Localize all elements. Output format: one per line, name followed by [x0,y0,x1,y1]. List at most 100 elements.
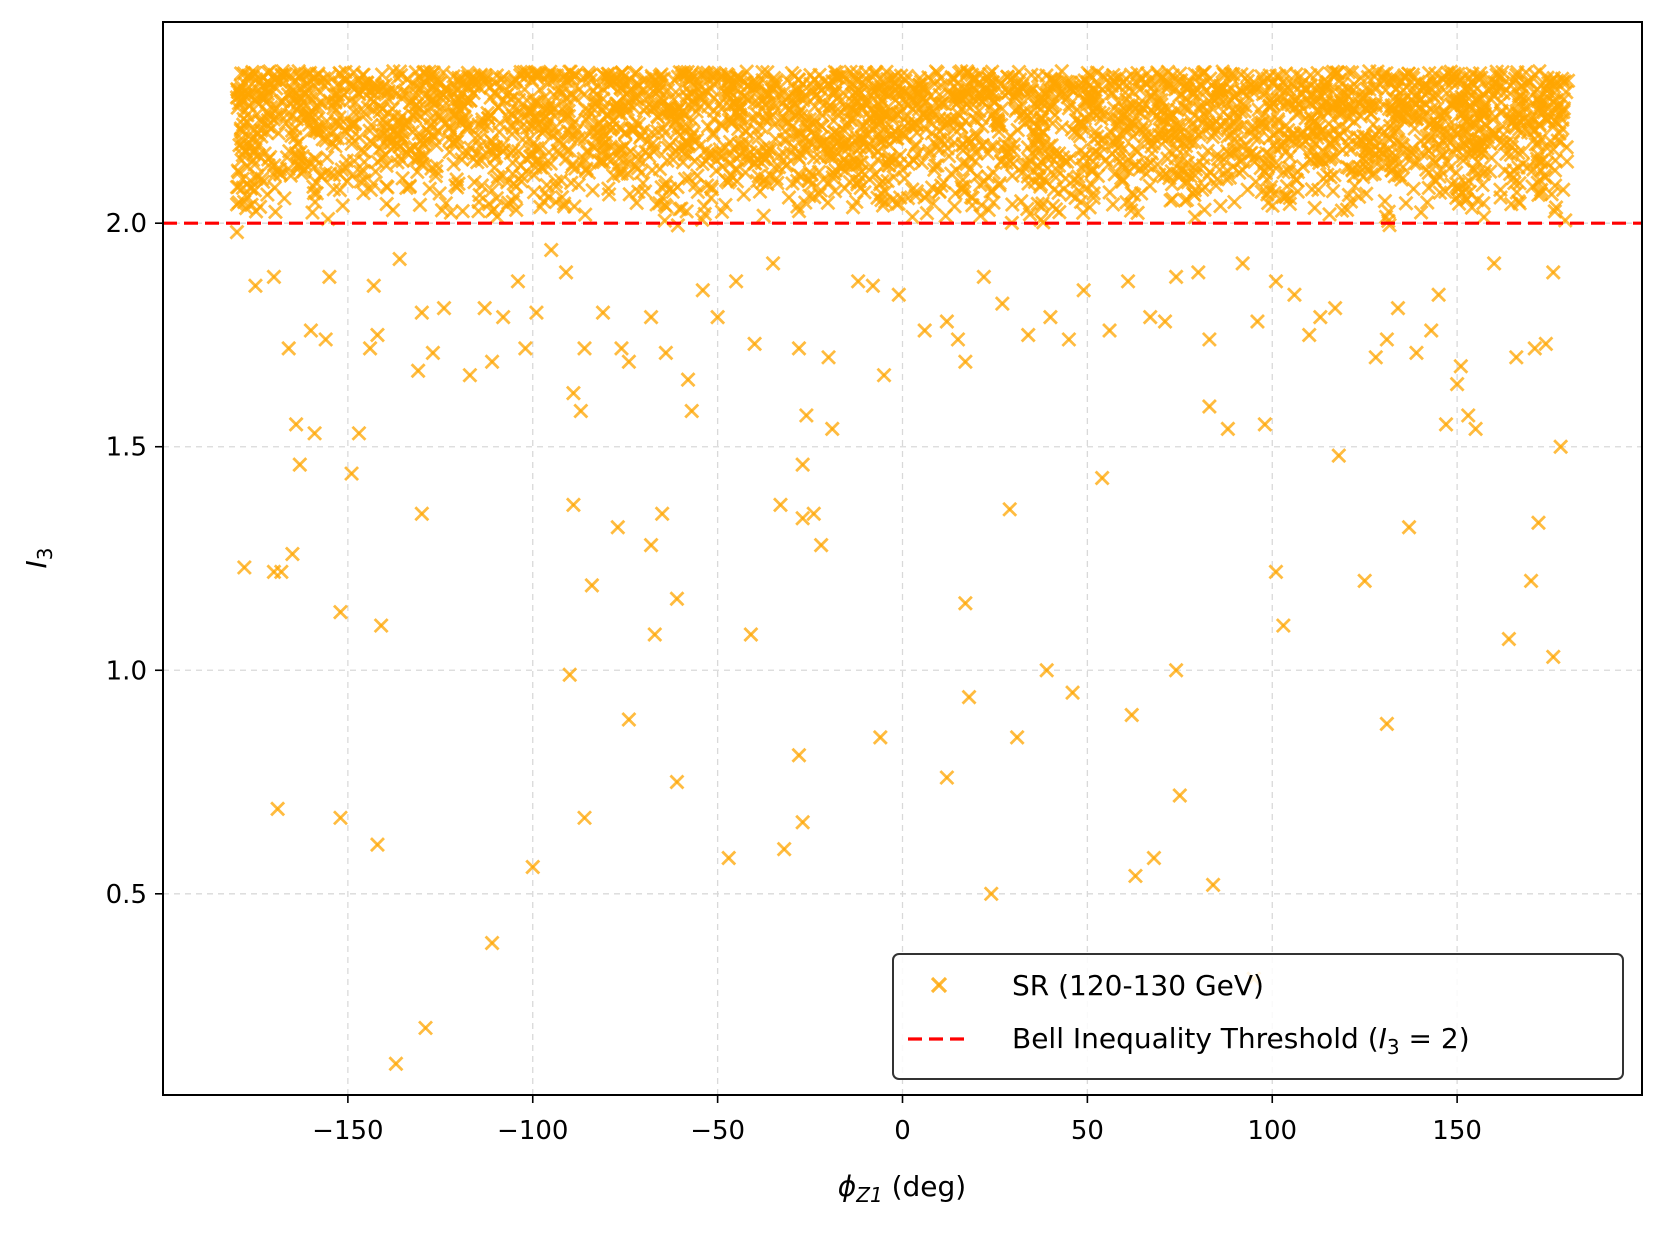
scatter-point [418,1020,434,1036]
scatter-point [1125,84,1141,100]
scatter-point [1145,105,1161,121]
scatter-point [1533,153,1549,169]
scatter-point [873,192,889,208]
scatter-point [608,96,624,112]
scatter-point [479,118,495,134]
scatter-point [1519,74,1535,90]
scatter-point [577,810,593,826]
scatter-point [720,174,736,190]
scatter-point [839,156,855,172]
scatter-point [1259,85,1275,101]
scatter-point [939,770,955,786]
scatter-point [1341,187,1357,203]
scatter-point [1159,125,1175,141]
scatter-point [1486,255,1502,271]
scatter-point [644,70,660,86]
scatter-point [406,152,422,168]
scatter-point [847,69,863,85]
axis-ticks: −150 −100 −50 0 50 100 150 0.5 1.0 1.5 2.0 [106,209,1482,1146]
scatter-point [378,178,394,194]
scatter-point [752,184,768,200]
scatter-point [1419,194,1435,210]
x-tick-label: −150 [312,1116,383,1146]
scatter-point [436,300,452,316]
scatter-point [460,145,476,161]
scatter-point [1325,183,1341,199]
scatter-point [1505,170,1521,186]
scatter-point [699,177,715,193]
scatter-point [677,171,693,187]
scatter-point [1169,141,1185,157]
scatter-point [1327,300,1343,316]
scatter-point [1429,100,1445,116]
scatter-point [489,190,505,206]
scatter-point [904,182,920,198]
scatter-point [1346,114,1362,130]
scatter-point [492,115,508,131]
scatter-point [484,935,500,951]
scatter-point [542,64,558,80]
scatter-point [1546,79,1562,95]
scatter-point [919,205,935,221]
scatter-point [313,167,329,183]
scatter-point [878,64,894,80]
scatter-point [1119,92,1135,108]
scatter-point [1282,190,1298,206]
scatter-point [859,128,875,144]
scatter-point [306,185,322,201]
scatter-point [757,111,773,127]
scatter-point [685,112,701,128]
scatter-point [573,403,589,419]
scatter-point [1496,85,1512,101]
scatter-point [860,139,876,155]
scatter-point [1545,649,1561,665]
scatter-point [821,349,837,365]
scatter-point [259,74,275,90]
scatter-point [892,147,908,163]
scatter-point [377,147,393,163]
scatter-point [303,322,319,338]
scatter-point [344,168,360,184]
scatter-point [1304,181,1320,197]
scatter-point [1459,192,1475,208]
scatter-point [976,269,992,285]
scatter-point [369,327,385,343]
scatter-point [643,537,659,553]
scatter-point [1090,168,1106,184]
scatter-point [814,107,830,123]
scatter-point [1051,204,1067,220]
scatter-point [433,112,449,128]
scatter-point [732,70,748,86]
scatter-point [776,132,792,148]
scatter-point [765,255,781,271]
scatter-point [919,109,935,125]
scatter-point [865,278,881,294]
scatter-point [281,340,297,356]
scatter-point [669,774,685,790]
scatter-point [1187,157,1203,173]
scatter-point [1449,92,1465,108]
scatter-point [584,577,600,593]
scatter-point [636,103,652,119]
scatter-point [780,113,796,129]
scatter-point [1341,160,1357,176]
scatter-point [1027,174,1043,190]
scatter-point [432,186,448,201]
scatter-point [1469,104,1485,120]
scatter-point [975,137,991,153]
x-tick-label: −100 [497,1116,568,1146]
x-axis-label-suffix: (deg) [883,1170,967,1203]
scatter-point [1403,92,1419,108]
scatter-point [1295,158,1311,174]
scatter-point [797,195,813,211]
scatter-point [756,208,772,224]
scatter-point [1256,163,1272,179]
scatter-point [717,139,733,155]
scatter-point [983,886,999,902]
scatter-point [1288,66,1304,82]
scatter-point [1123,203,1139,219]
scatter-point [844,157,860,173]
legend-bell-symbol: I [1379,1022,1387,1055]
scatter-point [467,174,482,190]
scatter-point [1190,264,1206,280]
